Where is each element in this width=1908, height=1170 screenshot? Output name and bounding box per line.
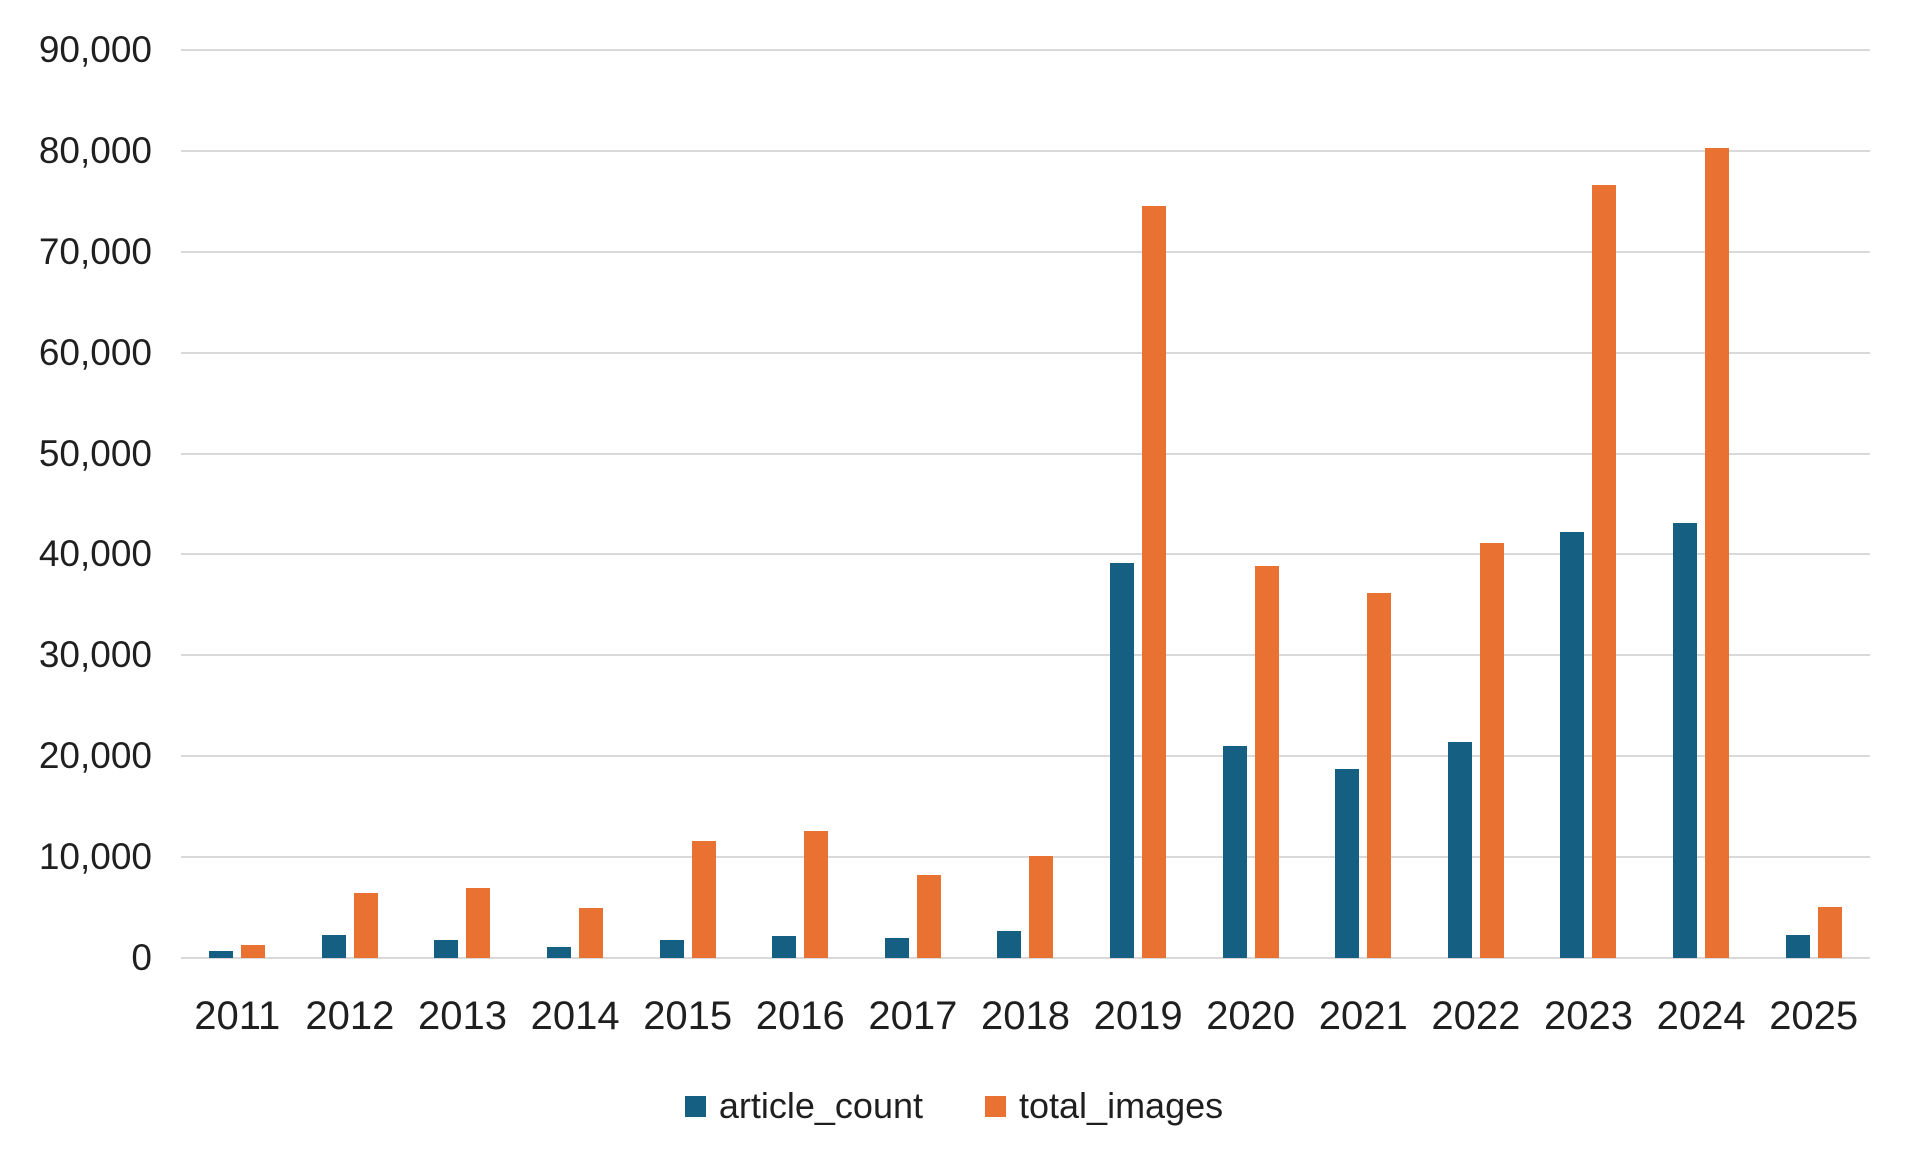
legend-label: total_images: [1019, 1085, 1224, 1126]
article-count-bar: [1673, 523, 1698, 958]
article-count-bar: [884, 937, 909, 958]
y-axis-tick-label: 30,000: [38, 634, 152, 676]
y-gridline: [181, 553, 1870, 556]
y-axis-tick-label: 40,000: [38, 533, 152, 575]
legend-swatch-total-images: [985, 1095, 1006, 1117]
x-axis-tick-label: 2024: [1656, 994, 1746, 1038]
x-axis-tick-label: 2015: [643, 994, 733, 1038]
bar-group: [1194, 50, 1307, 958]
bar-group: [519, 50, 632, 958]
y-axis-tick-label: 20,000: [38, 735, 152, 777]
y-gridline: [181, 755, 1870, 758]
total-images-bar: [241, 945, 266, 958]
bar-group: [294, 50, 407, 958]
x-axis-tick-label: 2021: [1318, 994, 1408, 1038]
article-count-bar: [1335, 769, 1360, 958]
article-count-bar: [1785, 934, 1810, 958]
total-images-bar: [1592, 185, 1617, 958]
bar-group: [1420, 50, 1533, 958]
bar-group: [1307, 50, 1420, 958]
article-count-bar: [659, 940, 684, 958]
x-axis-tick-label: 2022: [1431, 994, 1521, 1038]
bar-group: [744, 50, 857, 958]
bar-group: [181, 50, 294, 958]
legend-item-total-images: total_images: [985, 1085, 1223, 1127]
total-images-bar: [1367, 592, 1392, 958]
x-axis-tick-label: 2020: [1206, 994, 1296, 1038]
y-gridline: [181, 452, 1870, 455]
legend-item-article-count: article_count: [684, 1085, 923, 1127]
y-axis-tick-label: 70,000: [38, 230, 152, 272]
article-count-bar: [321, 935, 346, 958]
x-axis-tick-label: 2019: [1093, 994, 1183, 1038]
legend-swatch-article-count: [684, 1095, 706, 1117]
article-count-bar: [434, 939, 459, 958]
bar-group: [969, 50, 1082, 958]
y-axis-tick-label: 60,000: [38, 331, 152, 373]
total-images-bar: [1029, 856, 1054, 958]
bar-group: [631, 50, 744, 958]
x-axis-tick-label: 2011: [194, 994, 281, 1038]
x-axis-tick-label: 2012: [305, 994, 395, 1038]
total-images-bar: [579, 908, 604, 958]
legend-label: article_count: [718, 1085, 923, 1126]
total-images-bar: [1705, 147, 1730, 958]
total-images-bar: [1254, 565, 1279, 958]
y-gridline: [181, 654, 1870, 657]
y-axis-tick-label: 0: [131, 937, 152, 978]
y-axis-tick-label: 90,000: [38, 29, 152, 70]
article-count-bar: [1560, 532, 1585, 958]
bar-group: [1757, 50, 1870, 958]
x-axis-tick-label: 2025: [1769, 994, 1859, 1038]
x-axis-line: [181, 957, 1870, 959]
article-count-bar: [1447, 742, 1472, 958]
total-images-bar: [353, 892, 378, 958]
article-count-bar: [209, 951, 234, 958]
y-axis-tick-label: 80,000: [38, 129, 152, 171]
y-gridline: [181, 856, 1870, 859]
y-gridline: [181, 351, 1870, 354]
total-images-bar: [466, 888, 491, 958]
article-count-bar: [1110, 562, 1135, 958]
x-axis-tick-label: 2018: [980, 994, 1070, 1038]
total-images-bar: [1479, 543, 1504, 958]
bar-group: [1645, 50, 1758, 958]
article-count-bar: [772, 936, 797, 958]
bar-group: [857, 50, 970, 958]
y-gridline: [181, 49, 1870, 51]
bar-group: [1532, 50, 1645, 958]
article-count-bar: [1222, 746, 1247, 958]
x-axis-tick-label: 2017: [868, 994, 958, 1038]
y-axis-tick-label: 50,000: [38, 432, 152, 474]
bar-group: [1082, 50, 1195, 958]
x-axis-tick-label: 2016: [755, 994, 845, 1038]
y-gridline: [181, 250, 1870, 253]
total-images-bar: [1817, 906, 1842, 958]
x-axis-tick-label: 2014: [530, 994, 620, 1038]
legend: article_count total_images: [0, 1085, 1908, 1127]
x-axis-tick-label: 2013: [417, 994, 507, 1038]
y-axis-tick-label: 10,000: [38, 836, 152, 878]
bar-group: [406, 50, 519, 958]
total-images-bar: [916, 875, 941, 958]
x-axis-tick-label: 2023: [1543, 994, 1633, 1038]
y-gridline: [181, 149, 1870, 152]
article-count-bar: [547, 947, 572, 958]
total-images-bar: [1142, 206, 1167, 958]
article-count-bar: [997, 930, 1022, 958]
total-images-bar: [691, 840, 716, 958]
total-images-bar: [804, 830, 829, 958]
